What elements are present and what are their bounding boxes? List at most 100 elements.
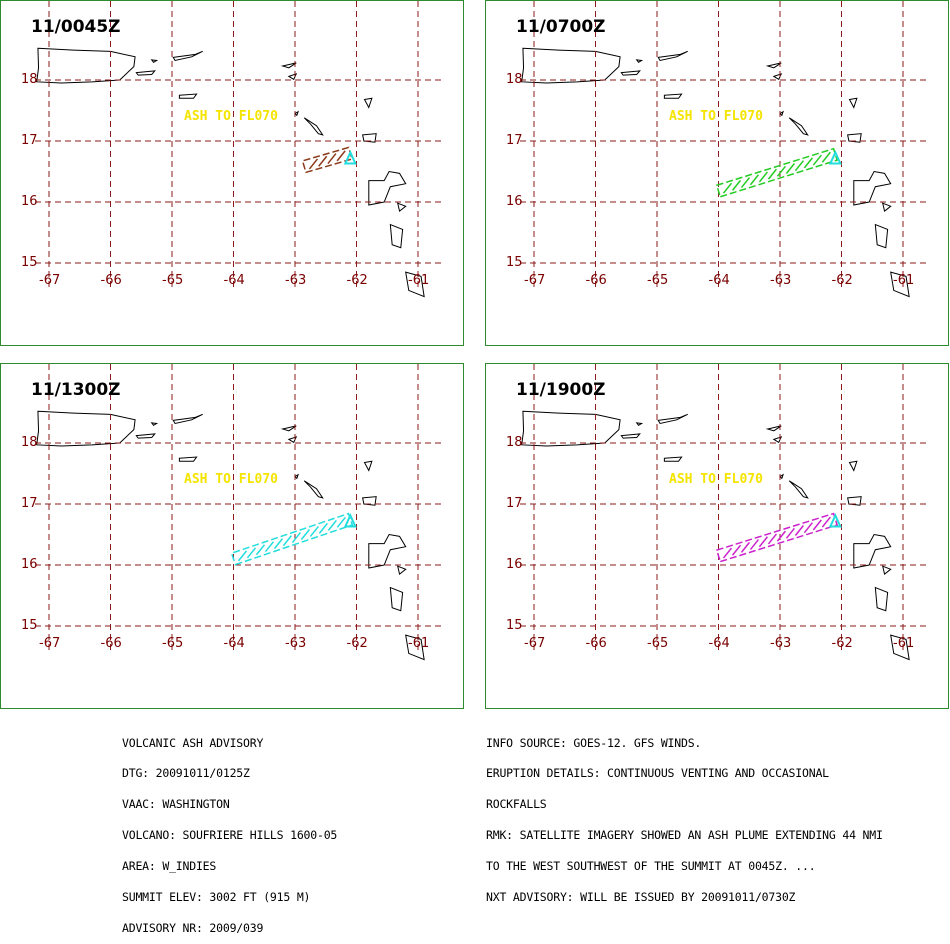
forecast-time: 11/0045Z — [31, 17, 121, 37]
saba-statia-outline — [779, 110, 784, 117]
longitude-label: -64 — [223, 273, 245, 288]
martinique-outline — [890, 271, 910, 298]
longitude-label: -63 — [285, 273, 307, 288]
advisory-line: AREA: W_INDIES — [122, 859, 217, 874]
culebra-outline — [635, 59, 644, 63]
ash-plume — [301, 146, 353, 174]
guadeloupe-outline — [368, 533, 407, 569]
ash-plume — [230, 512, 354, 566]
longitude-label: -65 — [647, 636, 669, 651]
longitude-label: -66 — [585, 636, 607, 651]
longitude-label: -61 — [893, 636, 915, 651]
dominica-outline — [874, 586, 889, 612]
latitude-label: 16 — [21, 194, 38, 209]
advisory-line: ERUPTION DETAILS: CONTINUOUS VENTING AND… — [486, 766, 829, 781]
latitude-label: 18 — [506, 435, 523, 450]
longitude-label: -64 — [708, 636, 730, 651]
antigua-outline — [847, 496, 862, 506]
marie-galante-outline — [397, 565, 407, 576]
latitude-label: 16 — [506, 194, 523, 209]
vieques-outline — [620, 70, 641, 76]
advisory-line: ROCKFALLS — [486, 797, 547, 812]
longitude-label: -66 — [100, 636, 122, 651]
latitude-label: 15 — [506, 618, 523, 633]
advisory-line: ADVISORY NR: 2009/039 — [122, 920, 264, 935]
ash-altitude-label: ASH TO FL070 — [184, 472, 278, 487]
culebra-outline — [150, 422, 159, 426]
longitude-label: -67 — [524, 636, 546, 651]
vieques-outline — [620, 433, 641, 439]
virgin-islands-outline — [172, 413, 203, 425]
dominica-outline — [874, 223, 889, 249]
ash-altitude-label: ASH TO FL070 — [669, 472, 763, 487]
longitude-label: -67 — [39, 273, 61, 288]
longitude-label: -63 — [770, 273, 792, 288]
longitude-label: -65 — [162, 273, 184, 288]
marie-galante-outline — [882, 565, 892, 576]
longitude-label: -65 — [162, 636, 184, 651]
anguilla-outline — [765, 425, 782, 432]
longitude-label: -62 — [831, 636, 853, 651]
vieques-outline — [135, 70, 156, 76]
st-kitts-nevis-outline — [303, 480, 324, 499]
martinique-outline — [405, 271, 425, 298]
latitude-label: 15 — [21, 255, 38, 270]
barbuda-outline — [848, 97, 858, 109]
puerto-rico-outline — [36, 410, 136, 447]
barbuda-outline — [363, 460, 373, 472]
longitude-label: -62 — [831, 273, 853, 288]
forecast-time: 11/1300Z — [31, 380, 121, 400]
volcano-marker-icon — [828, 150, 842, 165]
latitude-label: 15 — [21, 618, 38, 633]
st-kitts-nevis-outline — [788, 480, 809, 499]
map-svg — [35, 364, 441, 661]
longitude-label: -61 — [408, 273, 430, 288]
marie-galante-outline — [397, 202, 407, 213]
advisory-line: SUMMIT ELEV: 3002 FT (915 M) — [122, 890, 311, 905]
longitude-label: -61 — [408, 636, 430, 651]
ash-altitude-label: ASH TO FL070 — [669, 109, 763, 124]
forecast-panel-3: 11/1300Z ASH TO FL070 18 17 16 15 -67 -66 -65 -… — [0, 363, 464, 709]
st-croix-outline — [178, 93, 198, 99]
map-svg — [520, 1, 926, 298]
longitude-label: -67 — [39, 636, 61, 651]
st-croix-outline — [663, 93, 683, 99]
latitude-label: 18 — [21, 435, 38, 450]
latitude-label: 17 — [21, 496, 38, 511]
saba-statia-outline — [779, 473, 784, 480]
advisory-line: VAAC: WASHINGTON — [122, 797, 230, 812]
forecast-time: 11/1900Z — [516, 380, 606, 400]
virgin-islands-outline — [657, 50, 688, 62]
longitude-label: -64 — [708, 273, 730, 288]
advisory-details-block: INFO SOURCE: GOES-12. GFS WINDS. ERUPTIO… — [486, 717, 883, 913]
advisory-line: VOLCANIC ASH ADVISORY — [122, 735, 264, 750]
longitude-label: -62 — [346, 636, 368, 651]
advisory-line: INFO SOURCE: GOES-12. GFS WINDS. — [486, 735, 702, 750]
longitude-label: -67 — [524, 273, 546, 288]
antigua-outline — [362, 496, 377, 506]
puerto-rico-outline — [521, 47, 621, 84]
longitude-label: -65 — [647, 273, 669, 288]
puerto-rico-outline — [521, 410, 621, 447]
latitude-label: 18 — [21, 72, 38, 87]
saba-statia-outline — [294, 473, 299, 480]
guadeloupe-outline — [368, 170, 407, 206]
latitude-label: 16 — [506, 557, 523, 572]
latitude-label: 17 — [506, 133, 523, 148]
culebra-outline — [150, 59, 159, 63]
anguilla-outline — [280, 62, 297, 69]
barbuda-outline — [848, 460, 858, 472]
virgin-islands-outline — [657, 413, 688, 425]
latitude-label: 17 — [506, 496, 523, 511]
barbuda-outline — [363, 97, 373, 109]
vieques-outline — [135, 433, 156, 439]
forecast-panel-1: 11/0045Z ASH TO FL070 18 17 16 15 -67 -66 -65 -… — [0, 0, 464, 346]
map-svg — [35, 1, 441, 298]
longitude-label: -62 — [346, 273, 368, 288]
guadeloupe-outline — [853, 533, 892, 569]
ash-altitude-label: ASH TO FL070 — [184, 109, 278, 124]
forecast-panel-4: 11/1900Z ASH TO FL070 18 17 16 15 -67 -66 -65 -… — [485, 363, 949, 709]
puerto-rico-outline — [36, 47, 136, 84]
advisory-line: VOLCANO: SOUFRIERE HILLS 1600-05 — [122, 828, 338, 843]
st-kitts-nevis-outline — [788, 117, 809, 136]
